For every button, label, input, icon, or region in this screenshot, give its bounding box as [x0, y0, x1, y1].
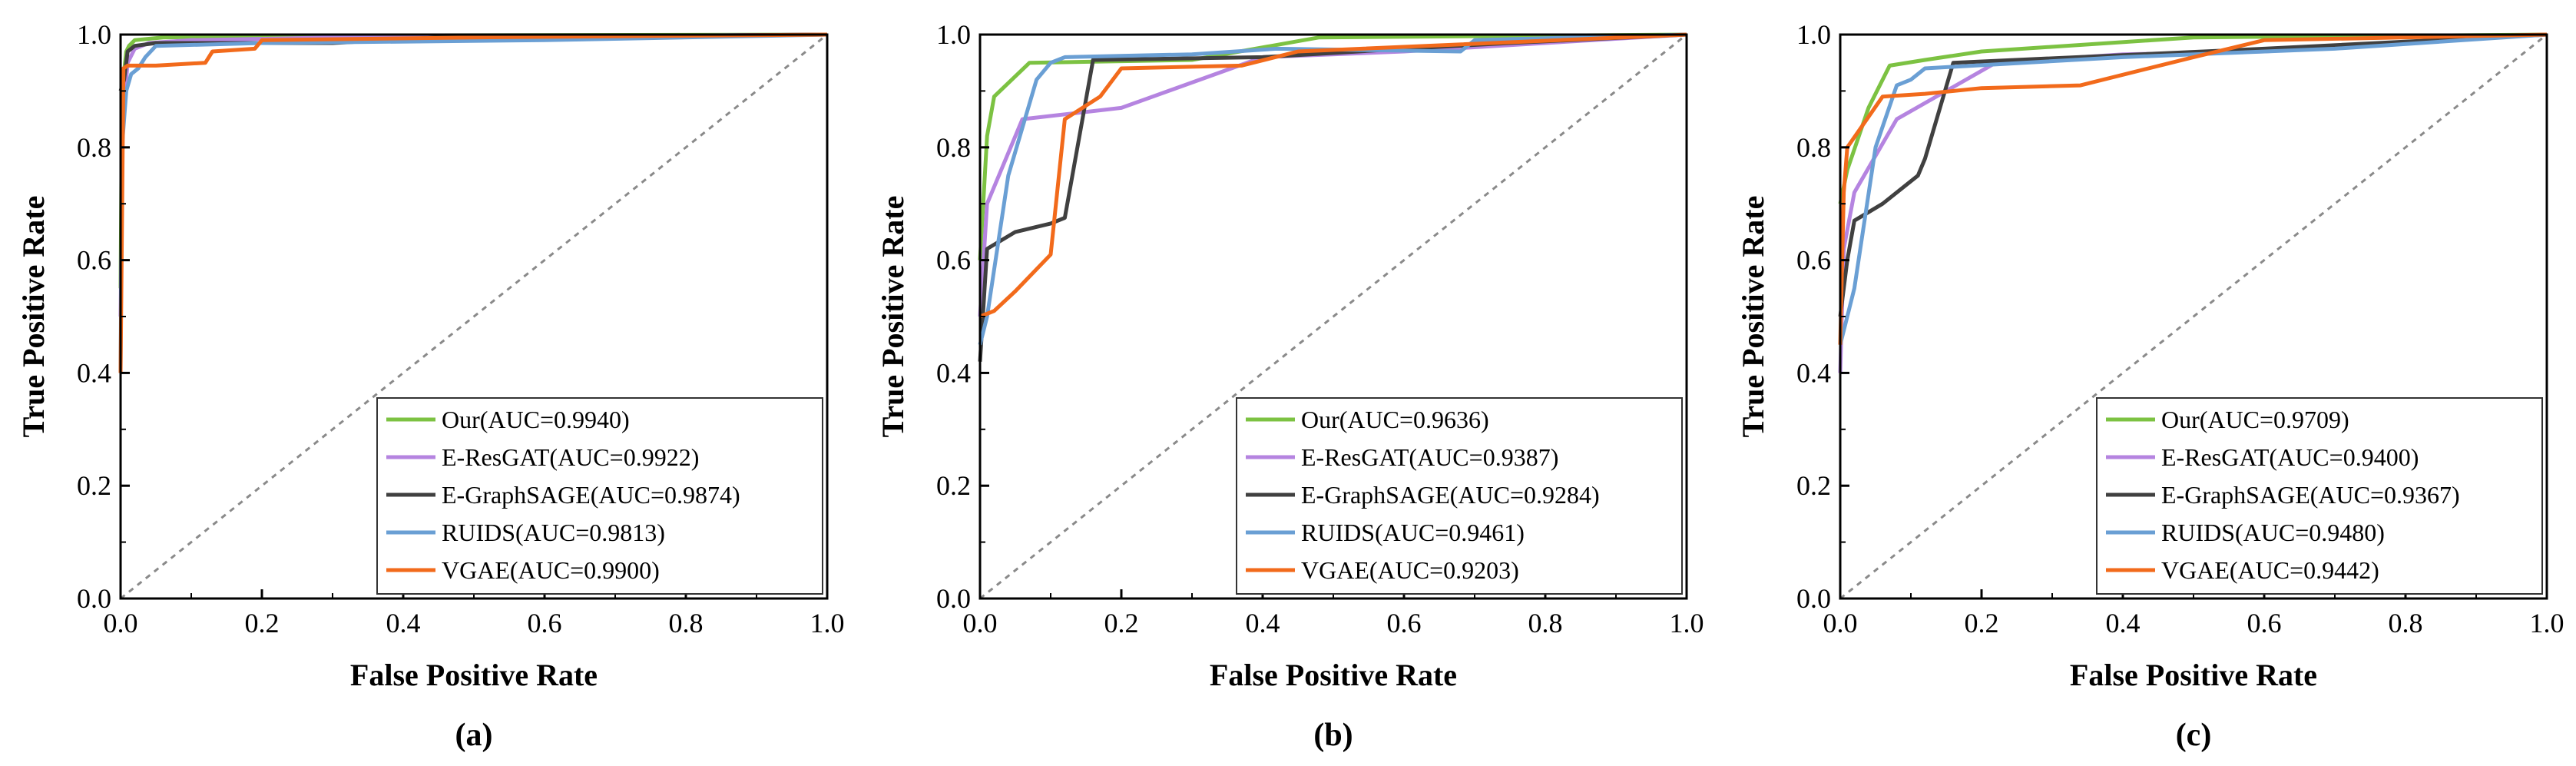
y-tick-label: 0.6 — [1796, 245, 1831, 276]
x-axis-title: False Positive Rate — [350, 658, 598, 692]
legend-label-our: Our(AUC=0.9636) — [1301, 406, 1489, 433]
legend-label-ruids: RUIDS(AUC=0.9480) — [2161, 519, 2385, 546]
roc-panel-2: 0.0 0.2 0.4 0.6 0.8 1.0 0.0 0.2 0.4 0.6 0.8 1.0 Fals… — [876, 19, 1704, 753]
legend-label-ruids: RUIDS(AUC=0.9461) — [1301, 519, 1525, 546]
y-tick-label: 1.0 — [77, 19, 111, 50]
x-tick-label: 0.4 — [2106, 608, 2141, 638]
y-axis-title: True Positive Rate — [1736, 196, 1770, 438]
roc-curve-vgae — [118, 32, 828, 373]
x-tick-label: 0.4 — [1246, 608, 1280, 638]
legend-label-egraphsage: E-GraphSAGE(AUC=0.9874) — [442, 481, 740, 509]
y-tick-label: 1.0 — [1796, 19, 1831, 50]
x-tick-label: 0.0 — [963, 608, 998, 638]
legend: Our(AUC=0.9636) E-ResGAT(AUC=0.9387) E-Gra… — [1236, 397, 1683, 595]
y-tick-label: 0.4 — [1796, 357, 1831, 388]
x-tick-label: 0.0 — [104, 608, 138, 638]
panel-label: (c) — [2176, 718, 2212, 753]
x-tick-label: 0.8 — [669, 608, 704, 638]
x-tick-label: 0.8 — [1528, 608, 1563, 638]
x-tick-label: 1.0 — [810, 608, 845, 638]
roc-panel-1: 0.0 0.2 0.4 0.6 0.8 1.0 0.0 0.2 0.4 0.6 0.8 1.0 Fals… — [16, 19, 845, 753]
x-tick-label: 1.0 — [2530, 608, 2564, 638]
roc-curve-vgae — [1838, 32, 2548, 345]
roc-curve-our — [1838, 32, 2548, 204]
x-axis-title: False Positive Rate — [1210, 658, 1457, 692]
roc-curve-eresgat — [978, 32, 1687, 317]
legend-box — [376, 397, 823, 595]
x-tick-label: 0.0 — [1823, 608, 1858, 638]
roc-curve-ruids — [1838, 32, 2548, 346]
legend-label-our: Our(AUC=0.9709) — [2161, 406, 2349, 433]
roc-curve-ruids — [978, 32, 1687, 346]
roc-curve-our — [118, 32, 828, 289]
x-tick-label: 0.2 — [1104, 608, 1139, 638]
legend-box — [2096, 397, 2543, 595]
x-tick-label: 0.8 — [2389, 608, 2423, 638]
x-tick-label: 0.4 — [386, 608, 421, 638]
legend-label-vgae: VGAE(AUC=0.9203) — [1301, 556, 1519, 584]
legend-label-eresgat: E-ResGAT(AUC=0.9922) — [442, 443, 699, 471]
y-tick-label: 1.0 — [936, 19, 971, 50]
roc-curve-eresgat — [118, 32, 828, 317]
roc-curve-egraphsage — [1838, 32, 2548, 317]
y-tick-label: 0.4 — [936, 357, 971, 388]
y-tick-label: 0.0 — [1796, 583, 1831, 614]
y-tick-label: 0.8 — [936, 132, 971, 163]
diagonal-reference-line — [1839, 33, 2548, 600]
y-tick-label: 0.0 — [77, 583, 111, 614]
legend: Our(AUC=0.9940) E-ResGAT(AUC=0.9922) E-Gra… — [376, 397, 823, 595]
x-tick-label: 0.2 — [1965, 608, 1999, 638]
legend: Our(AUC=0.9709) E-ResGAT(AUC=0.9400) E-Gra… — [2096, 397, 2543, 595]
legend-label-our: Our(AUC=0.9940) — [442, 406, 630, 433]
x-tick-label: 0.6 — [528, 608, 562, 638]
x-tick-label: 0.6 — [1387, 608, 1422, 638]
legend-label-vgae: VGAE(AUC=0.9442) — [2161, 556, 2379, 584]
y-tick-label: 0.0 — [936, 583, 971, 614]
y-tick-label: 0.8 — [77, 132, 111, 163]
y-tick-label: 0.8 — [1796, 132, 1831, 163]
roc-curve-ruids — [118, 32, 828, 373]
roc-panel-3: 0.0 0.2 0.4 0.6 0.8 1.0 0.0 0.2 0.4 0.6 0.8 1.0 Fals… — [1736, 19, 2564, 753]
diagonal-reference-line — [979, 33, 1687, 600]
y-tick-label: 0.2 — [1796, 470, 1831, 501]
y-tick-label: 0.6 — [936, 245, 971, 276]
x-tick-label: 0.6 — [2247, 608, 2282, 638]
x-tick-label: 1.0 — [1670, 608, 1704, 638]
panel-label: (b) — [1313, 718, 1353, 753]
legend-label-egraphsage: E-GraphSAGE(AUC=0.9284) — [1301, 481, 1600, 509]
legend-box — [1236, 397, 1683, 595]
y-tick-label: 0.4 — [77, 357, 111, 388]
legend-label-vgae: VGAE(AUC=0.9900) — [442, 556, 660, 584]
y-tick-label: 0.2 — [77, 470, 111, 501]
y-axis-title: True Positive Rate — [876, 196, 910, 438]
x-axis-title: False Positive Rate — [2070, 658, 2317, 692]
y-tick-label: 0.2 — [936, 470, 971, 501]
legend-label-eresgat: E-ResGAT(AUC=0.9400) — [2161, 443, 2419, 471]
legend-label-ruids: RUIDS(AUC=0.9813) — [442, 519, 665, 546]
y-axis-title: True Positive Rate — [16, 196, 51, 438]
roc-curve-vgae — [979, 32, 1687, 319]
x-tick-label: 0.2 — [245, 608, 280, 638]
panel-label: (a) — [455, 718, 493, 753]
legend-label-eresgat: E-ResGAT(AUC=0.9387) — [1301, 443, 1558, 471]
legend-label-egraphsage: E-GraphSAGE(AUC=0.9367) — [2161, 481, 2460, 509]
roc-curve-egraphsage — [978, 32, 1687, 362]
roc-curve-our — [978, 32, 1687, 260]
y-tick-label: 0.6 — [77, 245, 111, 276]
diagonal-reference-line — [120, 33, 828, 600]
